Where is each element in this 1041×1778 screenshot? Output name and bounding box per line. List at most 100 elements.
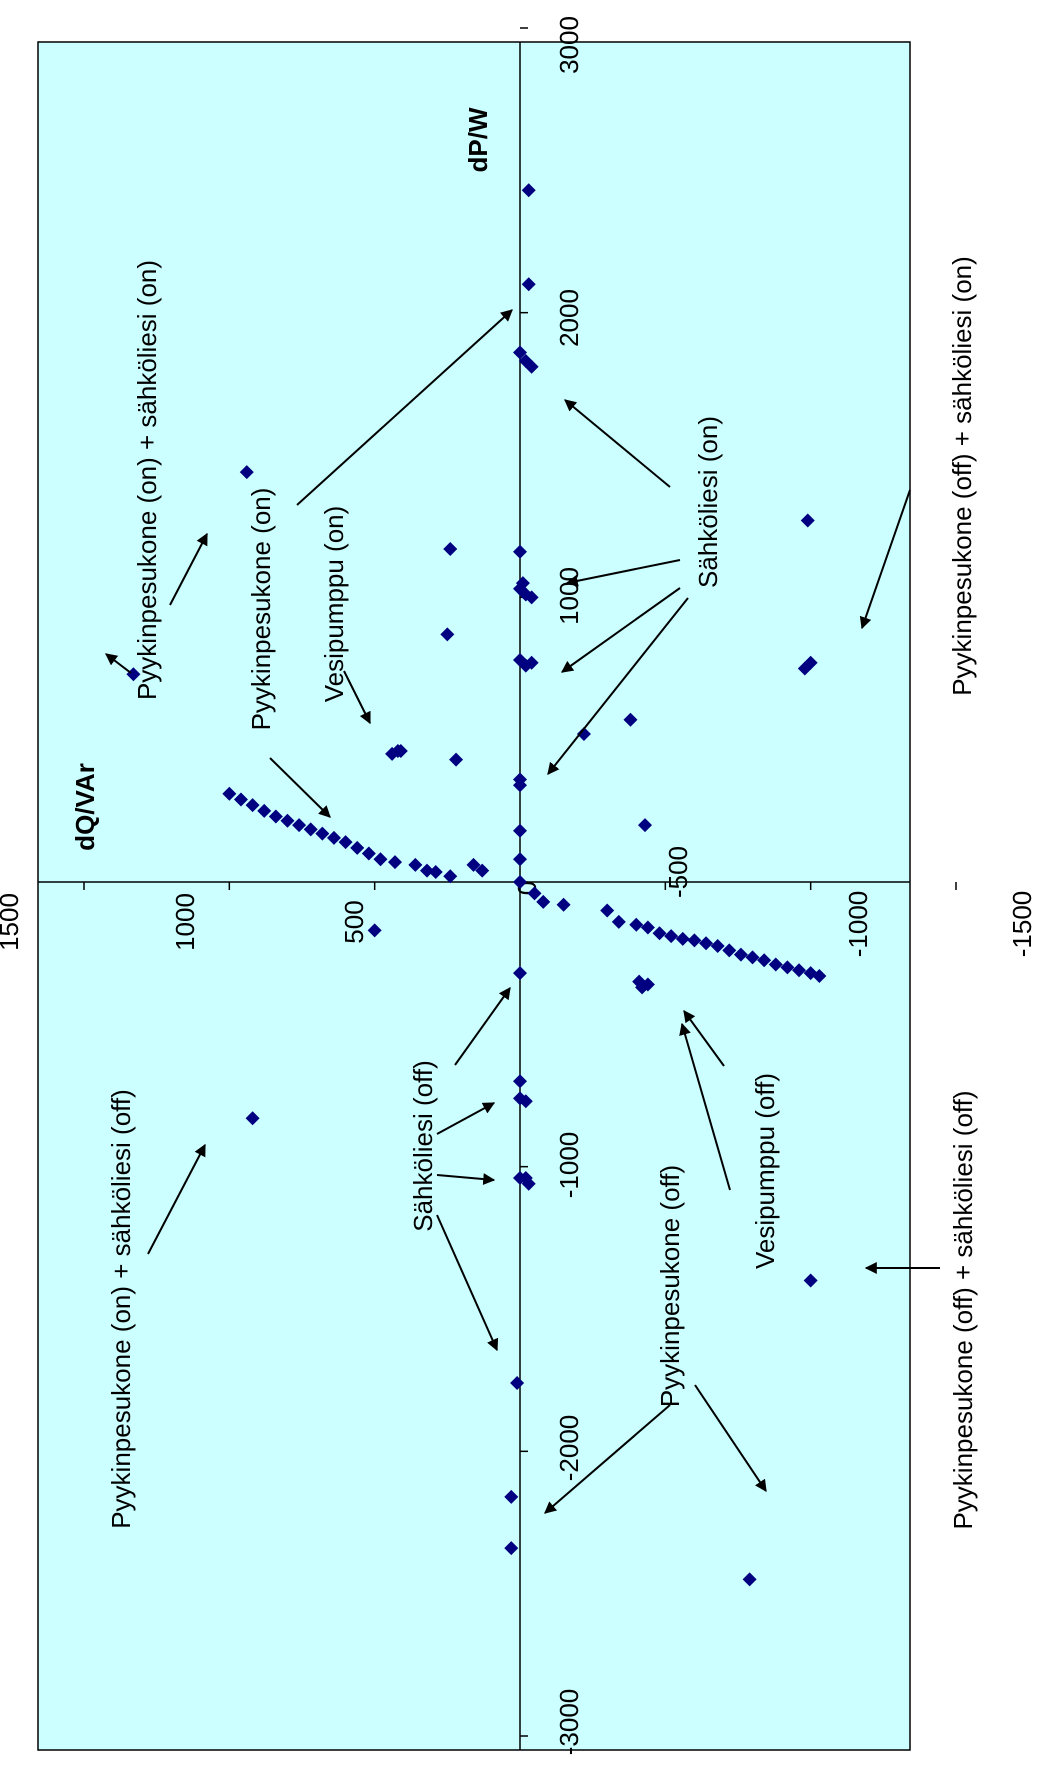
annotation-arrow (169, 532, 208, 606)
data-point (745, 950, 760, 965)
annotation-arrow (296, 309, 513, 506)
data-point (513, 345, 527, 360)
data-point (576, 726, 591, 741)
annotation-arrow (561, 587, 681, 673)
y-tick-label: 2000 (554, 289, 584, 347)
x-tick-labels: 1500 1000 500 0 -500 -1000 -1500 (0, 846, 1037, 957)
data-point (675, 931, 690, 946)
data-point (637, 818, 652, 833)
data-point (733, 947, 748, 962)
data-point (303, 822, 318, 837)
data-point (757, 953, 772, 968)
data-point (513, 875, 527, 889)
data-point (536, 894, 551, 909)
data-point (797, 661, 812, 676)
data-point (361, 846, 376, 861)
data-point (524, 590, 539, 605)
y-tick-label: 1000 (554, 567, 584, 625)
y-tick-label: -1000 (554, 1132, 584, 1199)
data-point (623, 712, 638, 727)
data-point (126, 667, 141, 682)
annotation-arrow (544, 1404, 671, 1514)
annotation-arrow (436, 1214, 499, 1352)
data-point (338, 835, 353, 850)
data-point (652, 926, 667, 941)
x-tick-label: -1500 (1007, 891, 1037, 958)
annotation-arrow (679, 1022, 731, 1191)
data-point (222, 786, 237, 801)
data-point (443, 541, 458, 556)
data-point (742, 1572, 757, 1587)
data-point (521, 277, 536, 292)
data-point (443, 869, 458, 884)
annotation-arrow (859, 489, 911, 630)
x-tick-label: 500 (339, 900, 369, 943)
data-point (800, 513, 815, 528)
x-tick-label: -500 (663, 846, 693, 898)
data-point (367, 923, 382, 938)
data-point (475, 863, 490, 878)
data-point (640, 920, 655, 935)
data-point (687, 933, 702, 948)
data-point (513, 778, 527, 793)
data-point (521, 183, 536, 198)
y-tick-label: -3000 (554, 1689, 584, 1756)
data-point (408, 857, 423, 872)
annotation-label: Sähköliesi (on) (693, 416, 723, 588)
data-point (449, 752, 464, 767)
data-point (292, 818, 307, 833)
annotation-arrow (269, 757, 331, 818)
data-point (393, 744, 408, 759)
annotation-arrow (564, 399, 671, 488)
annotation-arrow (436, 1102, 496, 1135)
data-point (388, 855, 403, 870)
y-tick-label: 3000 (554, 16, 584, 74)
data-point (326, 830, 341, 845)
data-point (629, 917, 644, 932)
annotation-label: Vesipumppu (on) (319, 506, 349, 703)
data-point (504, 1541, 519, 1556)
x-tick-label: 1000 (170, 893, 200, 951)
data-point (419, 863, 434, 878)
annotation-label: Sähköliesi (off) (408, 1060, 438, 1232)
data-point (521, 1176, 536, 1191)
data-point (524, 359, 539, 374)
data-point (513, 544, 527, 559)
annotation-label: Vesipumppu (off) (750, 1073, 780, 1269)
data-point (664, 929, 679, 944)
data-point (812, 968, 827, 983)
data-point (373, 852, 388, 867)
data-point (710, 939, 725, 954)
annotation-arrow (683, 1010, 725, 1067)
annotation-label: Pyykinpesukone (off) + sähköliesi (off) (948, 1090, 978, 1529)
data-point (350, 840, 365, 855)
annotation-label: Pyykinpesukone (on) (246, 488, 276, 731)
data-point (510, 1376, 525, 1391)
data-point (428, 865, 443, 880)
data-point (722, 943, 737, 958)
data-point (527, 886, 542, 901)
annotation-arrow (454, 987, 511, 1066)
data-point (504, 1489, 519, 1504)
annotation-arrow (105, 653, 132, 674)
annotation-labels: Pyykinpesukone (on) + sähköliesi (on) Py… (106, 256, 978, 1529)
data-point (556, 897, 571, 912)
data-point (515, 576, 530, 591)
data-point (600, 903, 615, 918)
data-point (513, 852, 527, 867)
data-point (239, 465, 254, 480)
data-points (126, 183, 827, 1587)
annotation-arrow (694, 1384, 767, 1492)
annotation-arrow (343, 670, 371, 725)
annotation-arrow (547, 597, 689, 775)
data-point (699, 936, 714, 951)
x-tick-label: 1500 (0, 893, 24, 951)
data-point (524, 655, 539, 670)
data-point (315, 826, 330, 841)
y-tick-labels: 3000 2000 1000 -1000 -2000 -3000 (554, 16, 584, 1755)
data-point (513, 966, 527, 981)
annotation-arrow (565, 559, 681, 587)
data-point (640, 977, 655, 992)
annotation-label: Pyykinpesukone (off) + sähköliesi (on) (947, 256, 977, 696)
